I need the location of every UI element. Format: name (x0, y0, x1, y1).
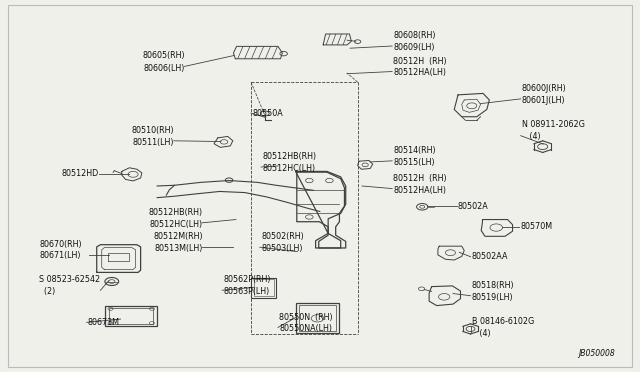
Text: 80502(RH): 80502(RH) (261, 232, 304, 241)
Text: 80601J(LH): 80601J(LH) (522, 96, 566, 105)
Text: 80514(RH): 80514(RH) (394, 146, 436, 155)
Text: (4): (4) (472, 329, 490, 338)
Text: 80550N  (RH): 80550N (RH) (279, 312, 333, 322)
Text: 80511(LH): 80511(LH) (133, 138, 175, 147)
Text: 80512M(RH): 80512M(RH) (153, 232, 203, 241)
Text: 80562P(RH): 80562P(RH) (223, 275, 271, 285)
Text: S 08523-62542: S 08523-62542 (39, 275, 100, 285)
Text: 80512H  (RH): 80512H (RH) (394, 174, 447, 183)
Bar (109, 308, 153, 324)
Text: 80512HD: 80512HD (62, 169, 99, 178)
Text: 80512HC(LH): 80512HC(LH) (262, 164, 316, 173)
Bar (106, 306, 157, 326)
Text: 80605(RH): 80605(RH) (143, 51, 185, 60)
Text: JB050008: JB050008 (578, 349, 615, 358)
Text: 80670(RH): 80670(RH) (39, 240, 82, 249)
Text: 80513M(LH): 80513M(LH) (154, 244, 203, 253)
Text: 80519(LH): 80519(LH) (472, 292, 513, 302)
Text: 80512HB(RH): 80512HB(RH) (262, 152, 316, 161)
Bar (300, 305, 336, 331)
Text: 80608(RH): 80608(RH) (394, 31, 436, 40)
Text: 80550NA(LH): 80550NA(LH) (279, 324, 332, 333)
Text: 80518(RH): 80518(RH) (472, 281, 515, 290)
Text: 80512H  (RH): 80512H (RH) (394, 57, 447, 66)
Text: 80512HA(LH): 80512HA(LH) (394, 68, 446, 77)
Text: 80570M: 80570M (521, 222, 553, 231)
Text: 80510(RH): 80510(RH) (132, 126, 175, 135)
Text: 80673M: 80673M (88, 318, 120, 327)
Text: 80609(LH): 80609(LH) (394, 43, 435, 52)
Text: 80671(LH): 80671(LH) (39, 251, 81, 260)
Text: B 08146-6102G: B 08146-6102G (472, 317, 534, 326)
Bar (296, 304, 339, 333)
Text: 80502AA: 80502AA (472, 252, 508, 261)
Text: 80512HC(LH): 80512HC(LH) (150, 219, 203, 229)
Text: 80503(LH): 80503(LH) (261, 244, 303, 253)
Bar (251, 278, 276, 298)
Text: 80502A: 80502A (458, 202, 489, 211)
Text: 80550A: 80550A (252, 109, 283, 118)
Text: 80563P(LH): 80563P(LH) (223, 287, 269, 296)
Text: 80515(LH): 80515(LH) (394, 158, 435, 167)
Text: N 08911-2062G: N 08911-2062G (522, 121, 585, 129)
Bar (253, 279, 273, 296)
Text: 80606(LH): 80606(LH) (144, 64, 185, 73)
Text: (4): (4) (522, 132, 541, 141)
Text: 80512HA(LH): 80512HA(LH) (394, 186, 446, 195)
Text: (2): (2) (39, 287, 55, 296)
Text: 80600J(RH): 80600J(RH) (522, 84, 566, 93)
Text: 80512HB(RH): 80512HB(RH) (148, 208, 203, 217)
